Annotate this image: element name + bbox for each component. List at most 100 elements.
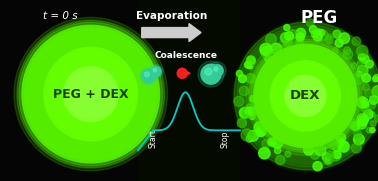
Circle shape <box>19 22 163 166</box>
Circle shape <box>283 73 328 119</box>
Circle shape <box>280 33 291 43</box>
Circle shape <box>367 100 376 109</box>
Circle shape <box>50 53 132 135</box>
Text: t = 0 s: t = 0 s <box>43 11 78 21</box>
Circle shape <box>251 41 360 151</box>
FancyArrow shape <box>142 24 201 42</box>
Circle shape <box>237 118 246 128</box>
Circle shape <box>265 46 272 52</box>
Circle shape <box>80 83 102 105</box>
Circle shape <box>22 25 160 163</box>
Circle shape <box>214 67 218 71</box>
Circle shape <box>85 89 96 100</box>
Circle shape <box>236 70 243 77</box>
Circle shape <box>242 107 254 118</box>
Circle shape <box>140 67 157 85</box>
Circle shape <box>299 90 311 102</box>
Circle shape <box>259 148 270 159</box>
Circle shape <box>289 79 322 112</box>
Circle shape <box>74 78 107 111</box>
Circle shape <box>245 104 255 114</box>
Circle shape <box>361 105 368 112</box>
Circle shape <box>357 61 363 66</box>
Circle shape <box>260 50 351 141</box>
Circle shape <box>234 96 244 106</box>
Circle shape <box>234 22 378 170</box>
Circle shape <box>14 17 167 171</box>
Circle shape <box>44 47 138 141</box>
Circle shape <box>315 145 326 156</box>
Circle shape <box>360 98 366 104</box>
Circle shape <box>363 117 369 122</box>
Circle shape <box>284 24 290 31</box>
Circle shape <box>245 107 253 115</box>
Circle shape <box>142 69 155 83</box>
Circle shape <box>313 32 322 41</box>
Circle shape <box>265 34 276 45</box>
Circle shape <box>373 76 378 82</box>
Circle shape <box>357 72 362 77</box>
Circle shape <box>144 72 149 77</box>
Circle shape <box>323 155 333 165</box>
Circle shape <box>301 92 310 100</box>
Circle shape <box>271 43 282 54</box>
Text: DEX: DEX <box>290 89 321 102</box>
Circle shape <box>355 135 363 142</box>
Text: PEG: PEG <box>301 9 338 27</box>
Circle shape <box>277 67 334 125</box>
Circle shape <box>209 62 226 79</box>
Circle shape <box>313 162 322 171</box>
Circle shape <box>260 43 272 55</box>
Circle shape <box>254 122 266 133</box>
Circle shape <box>370 121 376 126</box>
Circle shape <box>365 60 373 68</box>
Circle shape <box>39 42 143 146</box>
Circle shape <box>333 151 341 159</box>
Circle shape <box>82 86 99 102</box>
Circle shape <box>363 102 369 108</box>
Circle shape <box>252 111 257 116</box>
Circle shape <box>335 39 343 47</box>
Circle shape <box>357 114 368 125</box>
Circle shape <box>363 110 373 119</box>
Circle shape <box>239 75 246 83</box>
Circle shape <box>335 138 345 147</box>
Circle shape <box>357 97 368 108</box>
Circle shape <box>351 63 357 69</box>
Circle shape <box>41 45 140 144</box>
Circle shape <box>357 65 368 76</box>
Circle shape <box>318 30 325 36</box>
Circle shape <box>248 64 253 69</box>
Circle shape <box>262 140 270 148</box>
Circle shape <box>372 86 378 97</box>
Circle shape <box>310 150 319 159</box>
Circle shape <box>60 64 121 124</box>
Circle shape <box>212 65 223 76</box>
Circle shape <box>63 67 118 122</box>
Circle shape <box>304 145 314 155</box>
Circle shape <box>201 64 221 84</box>
Circle shape <box>245 61 251 68</box>
Circle shape <box>271 136 283 148</box>
Circle shape <box>246 36 365 155</box>
Circle shape <box>246 74 256 83</box>
Circle shape <box>266 57 345 135</box>
Circle shape <box>291 81 320 110</box>
Circle shape <box>358 116 368 126</box>
Circle shape <box>25 28 157 160</box>
Circle shape <box>338 141 349 152</box>
Circle shape <box>311 31 318 38</box>
Circle shape <box>366 89 373 97</box>
Circle shape <box>372 89 378 95</box>
Bar <box>138 0 240 181</box>
Circle shape <box>350 122 359 130</box>
Circle shape <box>352 143 361 153</box>
Circle shape <box>151 66 161 77</box>
Circle shape <box>325 144 330 149</box>
Circle shape <box>257 127 266 136</box>
Circle shape <box>262 53 349 139</box>
Circle shape <box>239 86 249 96</box>
Circle shape <box>247 108 257 118</box>
Circle shape <box>339 33 350 44</box>
Circle shape <box>370 112 375 117</box>
